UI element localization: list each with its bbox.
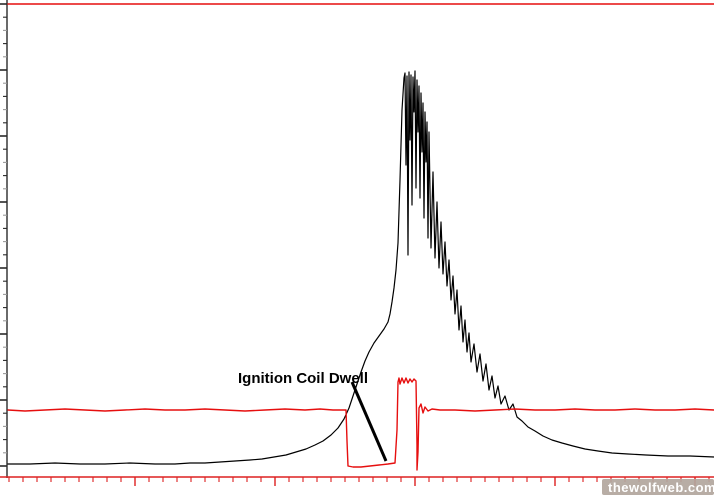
watermark-background (602, 479, 714, 495)
coil-dwell-red-trace (7, 377, 714, 471)
annotation-leader-line (350, 381, 388, 462)
left-axis (0, 0, 8, 478)
waveform-traces (7, 3, 714, 471)
annotation-group: Ignition Coil Dwell (238, 370, 388, 462)
watermark: thewolfweb.com (602, 479, 714, 495)
ignition-secondary-black-trace (7, 70, 714, 465)
annotation-label: Ignition Coil Dwell (238, 370, 368, 387)
watermark-text: thewolfweb.com (608, 480, 714, 495)
